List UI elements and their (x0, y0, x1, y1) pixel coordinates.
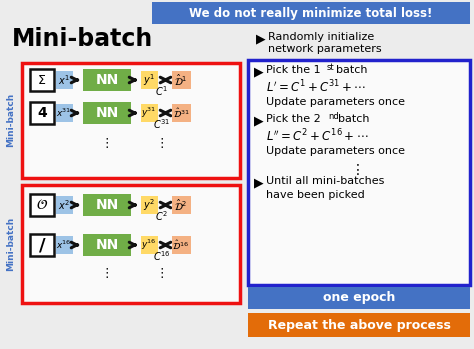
FancyBboxPatch shape (30, 102, 54, 124)
FancyBboxPatch shape (30, 234, 54, 256)
Text: one epoch: one epoch (323, 291, 395, 304)
FancyBboxPatch shape (172, 236, 191, 254)
FancyBboxPatch shape (30, 194, 54, 216)
FancyBboxPatch shape (56, 236, 73, 254)
FancyBboxPatch shape (83, 69, 131, 91)
Text: $L'' = C^2 + C^{16} + \cdots$: $L'' = C^2 + C^{16} + \cdots$ (266, 128, 368, 144)
FancyBboxPatch shape (83, 234, 131, 256)
Text: Until all mini-batches: Until all mini-batches (266, 176, 384, 186)
Text: $x^{16}$: $x^{16}$ (56, 239, 72, 251)
FancyBboxPatch shape (22, 185, 240, 303)
Text: We do not really minimize total loss!: We do not really minimize total loss! (189, 7, 433, 20)
Text: ▶: ▶ (256, 32, 265, 45)
FancyBboxPatch shape (141, 104, 158, 122)
FancyBboxPatch shape (83, 102, 131, 124)
Text: $\Sigma$: $\Sigma$ (37, 74, 46, 87)
Text: NN: NN (95, 106, 118, 120)
FancyBboxPatch shape (248, 287, 470, 309)
Text: 4: 4 (37, 106, 47, 120)
Text: Pick the 2: Pick the 2 (266, 114, 321, 124)
Text: $y^{31}$: $y^{31}$ (141, 106, 157, 120)
Text: Pick the 1: Pick the 1 (266, 65, 320, 75)
Text: NN: NN (95, 73, 118, 87)
FancyBboxPatch shape (56, 104, 73, 122)
Text: $\hat{\mathcal{D}}^2$: $\hat{\mathcal{D}}^2$ (174, 198, 188, 213)
Text: $y^{16}$: $y^{16}$ (141, 238, 157, 252)
Text: Update parameters once: Update parameters once (266, 146, 405, 156)
FancyBboxPatch shape (172, 196, 191, 214)
Text: Mini-batch: Mini-batch (7, 93, 16, 147)
Text: ▶: ▶ (254, 114, 264, 127)
Text: $\hat{\mathcal{D}}^{16}$: $\hat{\mathcal{D}}^{16}$ (173, 238, 190, 252)
Text: $x^1$: $x^1$ (58, 73, 70, 87)
Text: $\hat{\mathcal{D}}^1$: $\hat{\mathcal{D}}^1$ (174, 72, 188, 88)
Text: network parameters: network parameters (268, 44, 382, 54)
Text: Randomly initialize: Randomly initialize (268, 32, 374, 42)
FancyBboxPatch shape (30, 69, 54, 91)
Text: $C^2$: $C^2$ (155, 209, 169, 223)
FancyBboxPatch shape (172, 104, 191, 122)
FancyBboxPatch shape (248, 313, 470, 337)
Text: NN: NN (95, 238, 118, 252)
FancyBboxPatch shape (248, 60, 470, 285)
Text: Mini-batch: Mini-batch (7, 217, 16, 271)
Text: batch: batch (336, 65, 367, 75)
FancyBboxPatch shape (56, 196, 73, 214)
Text: st: st (327, 63, 335, 72)
Text: $y^1$: $y^1$ (143, 72, 155, 88)
Text: $y^2$: $y^2$ (143, 197, 155, 213)
Text: NN: NN (95, 198, 118, 212)
Text: $\mathcal{O}$: $\mathcal{O}$ (36, 198, 48, 212)
FancyBboxPatch shape (141, 71, 158, 89)
Text: $x^2$: $x^2$ (58, 198, 70, 212)
Text: ⋮: ⋮ (351, 163, 365, 177)
Text: $C^{31}$: $C^{31}$ (153, 117, 171, 131)
Text: /: / (39, 236, 46, 254)
Text: Update parameters once: Update parameters once (266, 97, 405, 107)
Text: ▶: ▶ (254, 65, 264, 78)
Text: $C^1$: $C^1$ (155, 84, 169, 98)
FancyBboxPatch shape (56, 71, 73, 89)
Text: $\hat{\mathcal{D}}^{31}$: $\hat{\mathcal{D}}^{31}$ (173, 106, 190, 120)
FancyBboxPatch shape (172, 71, 191, 89)
Text: ⋮: ⋮ (101, 267, 113, 281)
Text: ⋮: ⋮ (156, 136, 168, 149)
FancyBboxPatch shape (141, 196, 158, 214)
Text: $L' = C^1 + C^{31} + \cdots$: $L' = C^1 + C^{31} + \cdots$ (266, 79, 366, 96)
Text: Repeat the above process: Repeat the above process (267, 319, 450, 332)
FancyBboxPatch shape (22, 63, 240, 178)
FancyBboxPatch shape (83, 194, 131, 216)
FancyBboxPatch shape (141, 236, 158, 254)
Text: ▶: ▶ (254, 176, 264, 189)
Text: $C^{16}$: $C^{16}$ (153, 249, 171, 263)
Text: Mini-batch: Mini-batch (12, 27, 153, 51)
Text: nd: nd (328, 112, 339, 121)
Text: $x^{31}$: $x^{31}$ (56, 107, 72, 119)
Text: ⋮: ⋮ (101, 136, 113, 149)
Text: batch: batch (338, 114, 370, 124)
Text: ⋮: ⋮ (156, 267, 168, 281)
Text: have been picked: have been picked (266, 190, 365, 200)
FancyBboxPatch shape (152, 2, 470, 24)
